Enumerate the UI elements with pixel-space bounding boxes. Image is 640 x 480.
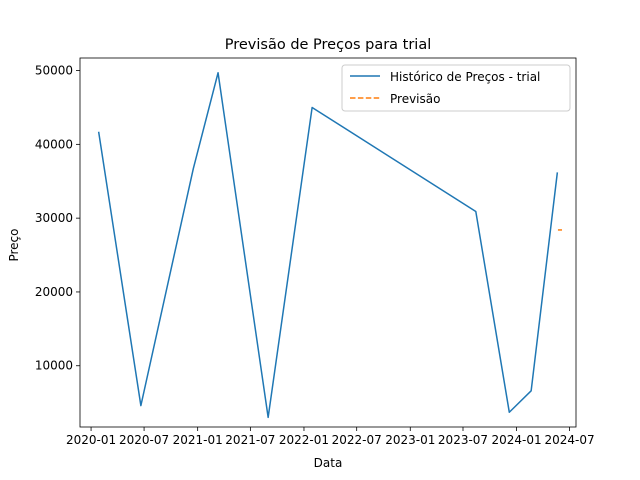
x-axis-ticks: 2020-01 2020-07 2021-01 2021-07 2022-01 2022-… xyxy=(66,427,595,447)
x-axis-title: Data xyxy=(314,456,343,470)
x-tick-label: 2021-07 xyxy=(225,433,275,447)
y-axis-ticks: 10000 20000 30000 40000 50000 xyxy=(35,64,80,373)
y-tick-label: 20000 xyxy=(35,285,73,299)
legend-label-forecast: Previsão xyxy=(390,92,440,106)
y-tick-label: 50000 xyxy=(35,64,73,78)
x-tick-label: 2022-01 xyxy=(279,433,329,447)
x-tick-label: 2021-01 xyxy=(173,433,223,447)
y-tick-label: 30000 xyxy=(35,211,73,225)
y-axis-title: Preço xyxy=(7,228,21,261)
history-series-line xyxy=(97,72,559,419)
y-tick-label: 40000 xyxy=(35,137,73,151)
x-tick-label: 2020-01 xyxy=(66,433,116,447)
plot-frame xyxy=(79,57,577,428)
x-tick-label: 2022-07 xyxy=(332,433,382,447)
x-tick-label: 2024-07 xyxy=(545,433,595,447)
chart-title: Previsão de Preços para trial xyxy=(225,37,432,53)
x-tick-label: 2023-07 xyxy=(438,433,488,447)
legend-box xyxy=(341,64,571,112)
legend-label-history: Histórico de Preços - trial xyxy=(390,70,540,84)
x-tick-label: 2024-01 xyxy=(492,433,542,447)
y-tick-label: 10000 xyxy=(35,359,73,373)
legend: Histórico de Preços - trial Previsão xyxy=(341,64,571,112)
series-layer xyxy=(97,72,563,419)
x-tick-label: 2020-07 xyxy=(119,433,169,447)
x-tick-label: 2023-01 xyxy=(385,433,435,447)
